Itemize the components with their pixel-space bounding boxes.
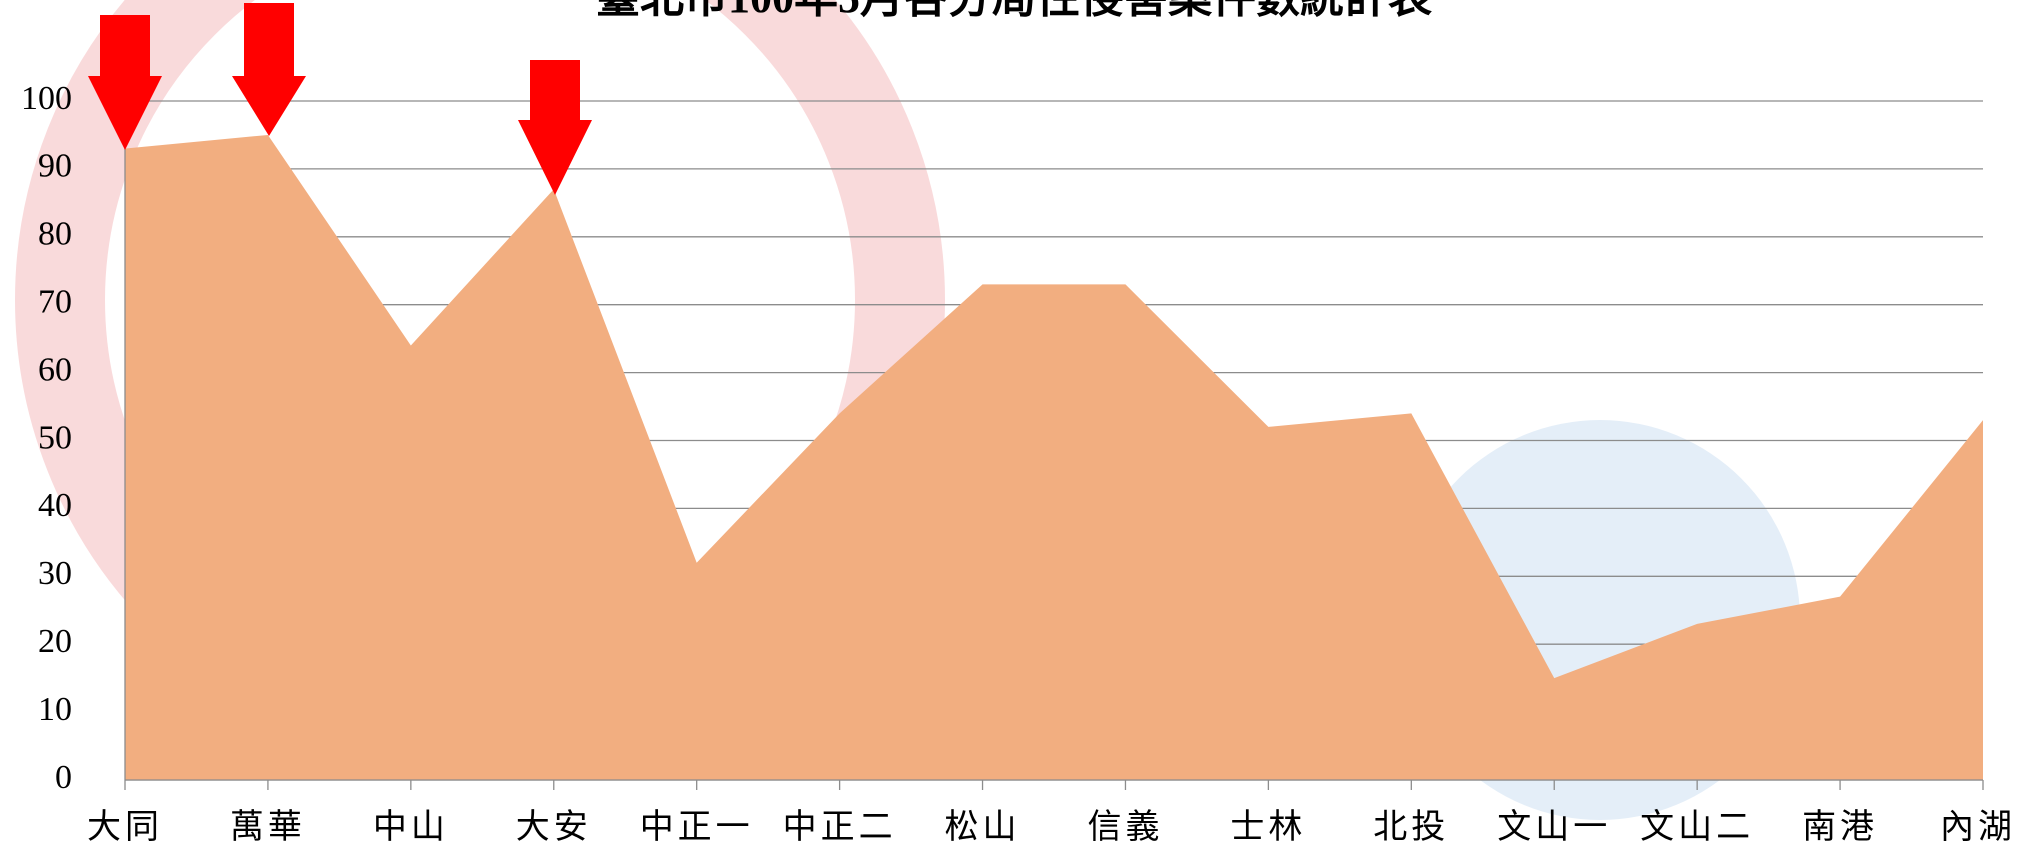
x-tick-label: 中正一 — [640, 808, 754, 846]
y-tick-label: 20 — [38, 623, 72, 660]
x-tick-label: 北投 — [1373, 808, 1449, 846]
y-tick-label: 70 — [38, 283, 72, 320]
x-tick-label: 中山 — [373, 808, 449, 846]
x-tick-label: 南港 — [1802, 808, 1878, 846]
x-tick-label: 文山二 — [1640, 808, 1754, 846]
x-tick-label: 大安 — [516, 808, 592, 846]
x-tick-label: 內湖 — [1940, 809, 2016, 846]
x-tick-label: 文山一 — [1497, 808, 1611, 846]
arrow — [518, 60, 592, 195]
x-tick-label: 松山 — [945, 808, 1021, 846]
y-tick-label: 60 — [38, 351, 72, 388]
arrow — [232, 3, 306, 136]
y-tick-label: 0 — [55, 759, 72, 796]
x-tick-label: 信義 — [1087, 808, 1163, 846]
page: 臺北市100年5月各分局性侵害案件數統計表 0 10 20 30 40 50 60 70 80 9… — [0, 0, 2028, 851]
y-tick-label: 30 — [38, 555, 72, 592]
x-tick-label: 大同 — [87, 808, 163, 846]
y-tick-label: 50 — [38, 419, 72, 456]
y-tick-label: 40 — [38, 487, 72, 524]
x-tick-label: 中正二 — [783, 808, 897, 846]
x-tick-label: 萬華 — [230, 808, 306, 846]
y-tick-label: 10 — [38, 691, 72, 728]
y-tick-label: 80 — [38, 216, 72, 253]
chart: 臺北市100年5月各分局性侵害案件數統計表 0 10 20 30 40 50 60 70 80 9… — [0, 0, 2028, 851]
chart-title: 臺北市100年5月各分局性侵害案件數統計表 — [596, 0, 1432, 22]
y-tick-label: 90 — [38, 148, 72, 185]
y-tick-label: 100 — [21, 80, 72, 117]
x-tick-label: 士林 — [1230, 808, 1306, 846]
